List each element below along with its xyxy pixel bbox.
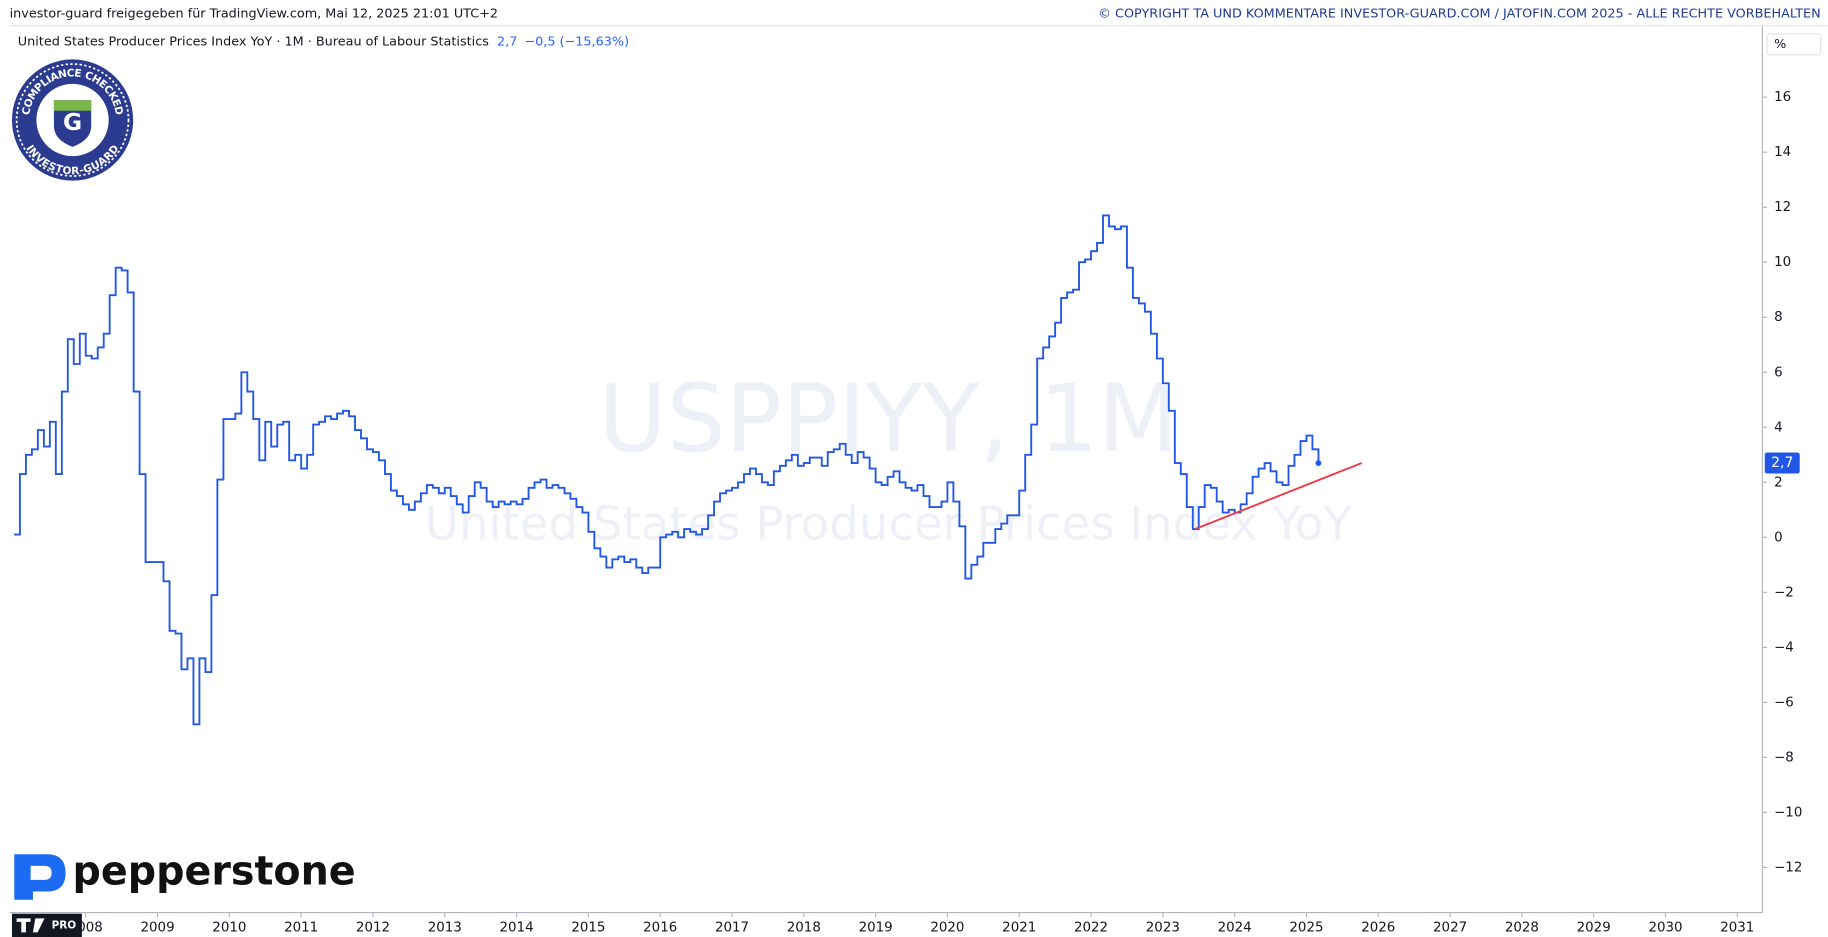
x-tick-label: 2012 xyxy=(356,921,390,936)
tv-logo: PRO xyxy=(11,913,82,937)
tv-logo-mark xyxy=(16,918,45,933)
x-tick-label: 2029 xyxy=(1577,921,1611,936)
x-tick-label: 2015 xyxy=(571,921,605,936)
y-tick-label: 4 xyxy=(1774,420,1783,435)
y-tick-label: −6 xyxy=(1774,695,1794,710)
y-unit: % xyxy=(1774,37,1786,52)
watermark-symbol: USPPIYY, 1M xyxy=(598,364,1178,473)
y-tick-label: 2 xyxy=(1774,475,1783,490)
trend-line xyxy=(1194,462,1363,530)
x-tick-label: 2016 xyxy=(643,921,677,936)
x-tick-label: 2019 xyxy=(859,921,893,936)
x-tick-label: 2021 xyxy=(1002,921,1036,936)
x-tick-label: 2030 xyxy=(1648,921,1682,936)
tv-pro: PRO xyxy=(52,919,77,931)
x-tick-label: 2013 xyxy=(428,921,462,936)
legend: United States Producer Prices Index YoY … xyxy=(18,34,629,49)
pepperstone-text: pepperstone xyxy=(73,849,356,895)
x-tick-label: 2026 xyxy=(1361,921,1395,936)
y-tick-label: 0 xyxy=(1774,530,1783,545)
x-tick-label: 2028 xyxy=(1505,921,1539,936)
x-tick-label: 2009 xyxy=(141,921,175,936)
x-tick-label: 2023 xyxy=(1146,921,1180,936)
last-value-tag xyxy=(1764,452,1800,474)
header-left: investor-guard freigegeben für TradingVi… xyxy=(10,6,498,21)
pepperstone-logo: pepperstone xyxy=(14,849,356,900)
watermark: USPPIYY, 1M United States Producer Price… xyxy=(425,364,1353,551)
legend-change: −0,5 (−15,63%) xyxy=(524,34,629,49)
pepperstone-mark-hole xyxy=(30,865,52,880)
legend-title: United States Producer Prices Index YoY … xyxy=(18,34,489,49)
series-line xyxy=(13,214,1320,726)
y-tick-label: 12 xyxy=(1774,200,1791,215)
y-tick-label: 10 xyxy=(1774,255,1791,270)
y-tick-label: −2 xyxy=(1774,585,1794,600)
y-tick-label: −4 xyxy=(1774,640,1794,655)
header-right: © COPYRIGHT TA UND KOMMENTARE INVESTOR-G… xyxy=(1098,6,1821,21)
x-tick-label: 2031 xyxy=(1720,921,1754,936)
compliance-badge: G COMPLIANCE CHECKED INVESTOR-GUARD xyxy=(11,59,134,181)
last-point xyxy=(1315,460,1322,466)
x-tick-label: 2027 xyxy=(1433,921,1467,936)
badge-letter: G xyxy=(63,109,82,136)
y-tick-label: 6 xyxy=(1774,365,1783,380)
x-tick-label: 2020 xyxy=(930,921,964,936)
x-tick-label: 2010 xyxy=(212,921,246,936)
unit-box xyxy=(1766,33,1822,56)
y-tick-label: 8 xyxy=(1774,310,1783,325)
x-tick-label: 2014 xyxy=(500,921,534,936)
y-tick-label: −12 xyxy=(1774,860,1802,875)
x-tick-label: 2018 xyxy=(787,921,821,936)
x-tick-label: 2025 xyxy=(1289,921,1323,936)
x-tick-label: 2022 xyxy=(1074,921,1108,936)
watermark-description: United States Producer Prices Index YoY xyxy=(425,496,1353,550)
last-value-tag-label: 2,7 xyxy=(1771,455,1793,471)
y-tick-label: 16 xyxy=(1774,90,1791,105)
legend-last-value: 2,7 xyxy=(497,34,517,49)
y-tick-label: 14 xyxy=(1774,145,1791,160)
y-tick-label: −10 xyxy=(1774,805,1802,820)
badge-shield xyxy=(53,100,92,147)
badge-stripe xyxy=(53,100,92,111)
plot xyxy=(13,214,1363,726)
y-tick-label: −8 xyxy=(1774,750,1794,765)
x-tick-label: 2024 xyxy=(1218,921,1252,936)
x-tick-label: 2017 xyxy=(715,921,749,936)
x-tick-label: 2011 xyxy=(284,921,318,936)
badge-ring xyxy=(15,63,130,177)
